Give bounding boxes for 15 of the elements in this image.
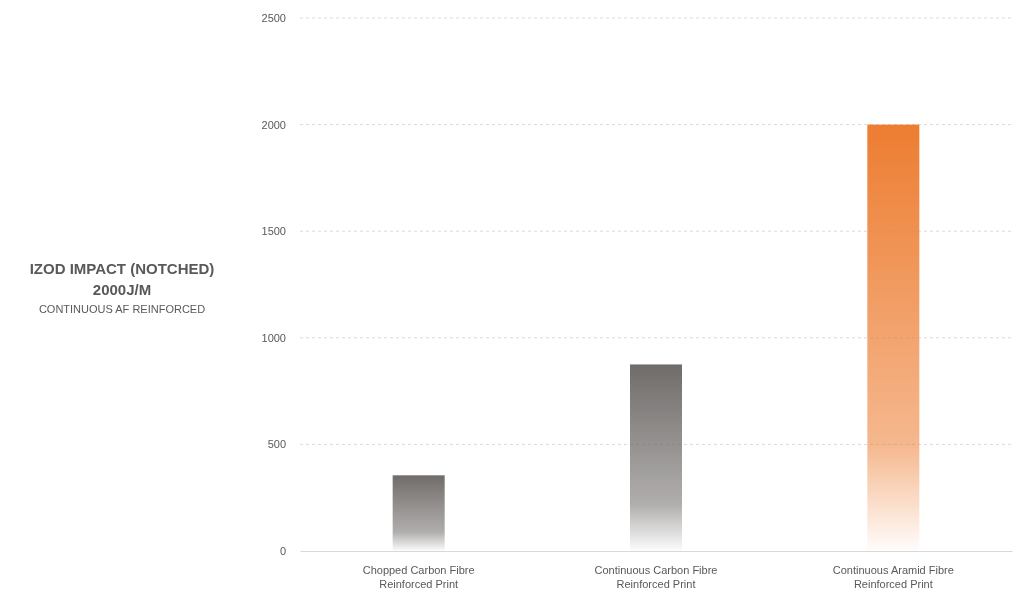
y-tick-label: 1500 bbox=[261, 225, 286, 238]
text: CONTINUOUS AF REINFORCED bbox=[38, 303, 206, 315]
y-tick-label: 0 bbox=[279, 545, 286, 558]
bar bbox=[392, 475, 445, 551]
y-tick-label: 2000 bbox=[261, 118, 286, 131]
y-tick-label: 500 bbox=[267, 438, 286, 451]
text: 2000J/M bbox=[92, 281, 152, 298]
bar bbox=[630, 364, 682, 551]
y-tick-label: 2500 bbox=[261, 12, 286, 25]
y-tick-label: 1000 bbox=[261, 331, 286, 344]
x-tick-label: Continuous Aramid Fibre Reinforced Print bbox=[832, 564, 954, 590]
text: IZOD IMPACT (NOTCHED) bbox=[29, 260, 215, 277]
x-tick-label: Continuous Carbon Fibre Reinforced Print bbox=[594, 564, 718, 590]
bar bbox=[867, 124, 920, 551]
x-tick-label: Chopped Carbon Fibre Reinforced Print bbox=[362, 564, 475, 590]
